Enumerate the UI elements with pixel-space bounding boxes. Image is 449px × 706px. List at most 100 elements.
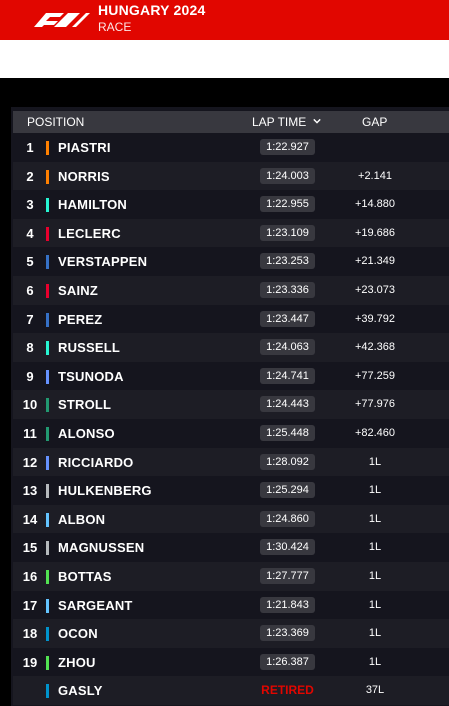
gap-value: 1L [368, 569, 382, 582]
gap-value: +77.976 [354, 398, 396, 411]
table-row[interactable]: 19 ZHOU 1:26.387 1L [13, 648, 449, 677]
column-lap-time[interactable]: LAP TIME [252, 115, 307, 129]
team-color-bar [46, 369, 49, 384]
table-row[interactable]: 17 SARGEANT 1:21.843 1L [13, 591, 449, 620]
team-color-bar [46, 398, 49, 413]
table-row[interactable]: 12 RICCIARDO 1:28.092 1L [13, 447, 449, 477]
lap-time: 1:23.253 [260, 253, 315, 270]
driver-name: HAMILTON [58, 197, 127, 213]
team-color-bar [46, 169, 49, 184]
gap-value: +82.460 [354, 426, 396, 439]
driver-name: PIASTRI [58, 140, 111, 155]
table-row[interactable]: 9 TSUNODA 1:24.741 +77.259 [13, 362, 449, 391]
lap-time: 1:23.369 [260, 625, 315, 642]
driver-position: 1 [26, 140, 34, 155]
column-gap[interactable]: GAP [362, 115, 388, 129]
table-row[interactable]: 2 NORRIS 1:24.003 +2.141 [13, 161, 449, 191]
driver-name: ALBON [58, 511, 106, 527]
driver-position: 7 [26, 311, 34, 327]
lap-time: 1:24.860 [260, 510, 315, 527]
team-color-bar [46, 512, 49, 527]
team-color-bar [46, 598, 49, 613]
driver-position: 5 [26, 254, 34, 270]
gap-value: +19.686 [354, 226, 396, 239]
driver-name: ZHOU [58, 654, 96, 670]
table-row[interactable]: 6 SAINZ 1:23.336 +23.073 [13, 275, 449, 305]
driver-position: 19 [22, 654, 38, 670]
team-color-bar [46, 198, 49, 213]
team-color-bar [46, 541, 49, 556]
table-row[interactable]: 1 PIASTRI 1:22.927 [13, 133, 449, 162]
team-color-bar [46, 569, 49, 584]
table-row[interactable]: 18 OCON 1:23.369 1L [13, 619, 449, 648]
team-color-bar [46, 684, 49, 699]
team-color-bar [46, 455, 49, 470]
driver-position: 11 [23, 425, 37, 441]
table-row[interactable]: 5 VERSTAPPEN 1:23.253 +21.349 [13, 247, 449, 276]
driver-name: RUSSELL [58, 340, 121, 356]
driver-position: 16 [22, 568, 38, 584]
driver-position: 17 [22, 597, 38, 613]
driver-position: 3 [26, 197, 34, 213]
gap-value: 1L [368, 484, 382, 497]
column-position[interactable]: POSITION [27, 115, 85, 129]
table-row[interactable]: 10 STROLL 1:24.443 +77.976 [13, 390, 449, 419]
driver-name: SARGEANT [58, 597, 133, 613]
table-row[interactable]: 7 PEREZ 1:23.447 +39.792 [13, 305, 449, 334]
driver-name: OCON [58, 626, 98, 642]
team-color-bar [46, 283, 49, 298]
lap-time: 1:24.063 [260, 339, 315, 356]
lap-time: 1:21.843 [260, 596, 315, 613]
results-table: 1 PIASTRI 1:22.927 2 NORRIS 1:24.003 +2.141 3 HA… [13, 133, 449, 705]
gap-value: 37L [365, 684, 385, 697]
gap-value: +14.880 [354, 198, 396, 211]
f1-logo-icon [34, 13, 90, 27]
lap-time: 1:28.092 [260, 453, 315, 470]
driver-name: STROLL [58, 397, 112, 413]
table-row[interactable]: 16 BOTTAS 1:27.777 1L [13, 561, 449, 591]
lap-time: 1:25.448 [260, 424, 315, 441]
team-color-bar [46, 141, 49, 155]
driver-position: 8 [26, 340, 34, 356]
driver-position: 10 [22, 397, 38, 413]
team-color-bar [46, 655, 49, 670]
table-row[interactable]: 4 LECLERC 1:23.109 +19.686 [13, 218, 449, 248]
lap-time: 1:24.741 [260, 367, 315, 384]
gap-value: +39.792 [354, 312, 396, 325]
driver-name: PEREZ [58, 311, 103, 327]
driver-name: SAINZ [58, 282, 98, 298]
gap-value: 1L [368, 512, 382, 525]
table-row[interactable]: 8 RUSSELL 1:24.063 +42.368 [13, 333, 449, 362]
driver-name: LECLERC [58, 225, 121, 241]
gap-value: 1L [368, 541, 382, 554]
driver-position: 15 [22, 540, 38, 556]
table-row[interactable]: 3 HAMILTON 1:22.955 +14.880 [13, 190, 449, 219]
lap-time: 1:25.294 [260, 482, 315, 499]
race-header: HUNGARY 2024 RACE [0, 0, 449, 40]
gap-value: +42.368 [354, 341, 396, 354]
lap-time: 1:24.443 [260, 396, 315, 413]
table-row[interactable]: 14 ALBON 1:24.860 1L [13, 504, 449, 534]
table-row[interactable]: GASLY RETIRED 37L [13, 676, 449, 705]
table-row[interactable]: 13 HULKENBERG 1:25.294 1L [13, 476, 449, 505]
driver-position: 14 [22, 511, 38, 527]
lap-time: 1:24.003 [260, 167, 315, 184]
driver-position: 4 [26, 225, 34, 241]
gap-value: 1L [368, 655, 382, 668]
lap-time: 1:22.927 [260, 139, 315, 155]
driver-name: MAGNUSSEN [58, 540, 145, 556]
gap-value: 1L [368, 598, 382, 611]
table-row[interactable]: 11 ALONSO 1:25.448 +82.460 [13, 419, 449, 448]
lap-time: 1:23.336 [260, 281, 315, 298]
chevron-down-icon[interactable] [313, 117, 321, 125]
table-row[interactable]: 15 MAGNUSSEN 1:30.424 1L [13, 533, 449, 562]
driver-name: GASLY [58, 683, 103, 699]
team-color-bar [46, 484, 49, 499]
team-color-bar [46, 255, 49, 270]
driver-name: TSUNODA [58, 368, 124, 384]
team-color-bar [46, 426, 49, 441]
team-color-bar [46, 627, 49, 642]
lap-time: RETIRED [261, 683, 314, 698]
driver-name: NORRIS [58, 168, 110, 184]
gap-value: +21.349 [354, 255, 396, 268]
